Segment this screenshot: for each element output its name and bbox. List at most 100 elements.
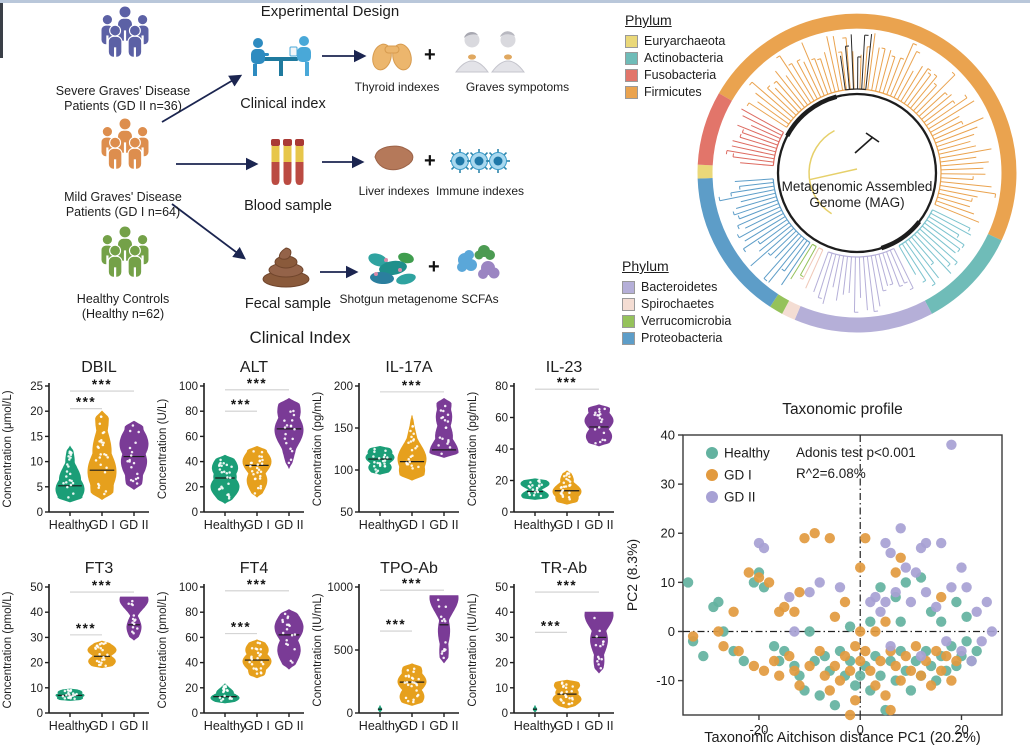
svg-text:Genome (MAG): Genome (MAG) — [809, 195, 904, 210]
svg-text:TPO-Ab: TPO-Ab — [380, 560, 438, 577]
svg-text:GD II: GD II — [119, 518, 148, 532]
svg-text:80: 80 — [495, 381, 508, 393]
svg-text:40: 40 — [185, 457, 198, 469]
color-swatch — [622, 297, 635, 311]
shotgun-metagenome-label: Shotgun metagenome — [339, 292, 458, 306]
svg-text:0: 0 — [192, 708, 198, 720]
svg-text:GD II: GD II — [584, 518, 613, 532]
svg-text:GD I: GD I — [554, 719, 580, 733]
svg-text:0: 0 — [668, 624, 675, 639]
svg-text:0: 0 — [502, 507, 508, 519]
svg-text:10: 10 — [661, 575, 675, 590]
legend-item-label: Firmicutes — [644, 85, 702, 99]
healthy-group-label: Healthy Controls (Healthy n=62) — [48, 292, 198, 322]
svg-text:-10: -10 — [656, 673, 675, 688]
svg-text:GD II: GD II — [584, 719, 613, 733]
healthy-group-label-line1: Healthy Controls — [76, 292, 170, 306]
legend-item-label: Spirochaetes — [641, 297, 714, 311]
color-swatch — [625, 85, 638, 99]
legend-item-label: Fusobacteria — [644, 68, 717, 82]
svg-text:***: *** — [76, 395, 96, 410]
mild-group-label: Mild Graves' Disease Patients (GD I n=64… — [48, 190, 198, 220]
svg-text:GD I: GD I — [399, 518, 425, 532]
screenshot-edge-artifact — [0, 0, 1030, 3]
color-swatch — [625, 51, 638, 65]
svg-text:***: *** — [231, 397, 251, 412]
legend-item-label: Euryarchaeota — [644, 34, 726, 48]
svg-text:0: 0 — [37, 507, 43, 519]
svg-text:FT4: FT4 — [240, 560, 269, 577]
svg-text:***: *** — [247, 577, 267, 592]
svg-text:10: 10 — [495, 683, 508, 695]
healthy-group-label-line2: (Healthy n=62) — [81, 306, 165, 321]
svg-text:Healthy: Healthy — [359, 719, 402, 733]
svg-text:Healthy: Healthy — [514, 518, 557, 532]
violin-plot-FT3: FT3 Concentration (pmol/L) 0 10 20 30 40 50 Heal… — [2, 560, 149, 733]
svg-text:Concentration (pg/mL): Concentration (pg/mL) — [467, 392, 479, 507]
svg-text:30: 30 — [30, 632, 43, 644]
plus-sign: + — [428, 256, 440, 278]
mild-group-label-line2: Patients (GD I n=64) — [65, 204, 181, 219]
svg-text:40: 40 — [185, 658, 198, 670]
severe-group-icon — [100, 6, 150, 58]
svg-text:Healthy: Healthy — [514, 719, 557, 733]
legend-item: Fusobacteria — [625, 68, 725, 82]
svg-text:Taxonomic Aitchison distance P: Taxonomic Aitchison distance PC1 (20.2%) — [704, 730, 980, 746]
violin-plot-IL-23: IL-23 Concentration (pg/mL) 0 20 40 60 80 Healt… — [467, 359, 614, 532]
violin-plot-grid: DBIL Concentration (μmol/L) 0 5 10 15 20 25 Heal… — [0, 350, 620, 752]
svg-text:GD I: GD I — [554, 518, 580, 532]
mild-group-icon — [100, 118, 150, 170]
svg-text:***: *** — [402, 576, 422, 591]
svg-text:30: 30 — [661, 477, 675, 492]
svg-text:Healthy: Healthy — [49, 518, 92, 532]
svg-text:***: *** — [92, 578, 112, 593]
fecal-sample-label: Fecal sample — [244, 296, 332, 312]
svg-text:0: 0 — [347, 708, 353, 720]
svg-text:Concentration (U/L): Concentration (U/L) — [157, 399, 169, 500]
legend-item-label: Verrucomicrobia — [641, 314, 732, 328]
svg-text:Concentration (pg/mL): Concentration (pg/mL) — [312, 392, 324, 507]
feces-icon — [262, 247, 310, 288]
svg-text:Metagenomic Assembled: Metagenomic Assembled — [782, 179, 933, 194]
svg-text:GD I: GD I — [399, 719, 425, 733]
flow-arrows — [161, 49, 367, 279]
svg-text:GD II: GD II — [274, 719, 303, 733]
violin-plot-ALT: ALT Concentration (U/L) 0 20 40 60 80 100 Health… — [157, 359, 304, 532]
svg-text:Adonis test p<0.001: Adonis test p<0.001 — [796, 445, 916, 460]
color-swatch — [622, 331, 635, 345]
svg-text:***: *** — [402, 378, 422, 393]
violin-plot-TR-Ab: TR-Ab Concentration (IU/mL) 0 10 20 30 40 50 Hea… — [467, 560, 614, 733]
svg-text:GD I: GD I — [244, 518, 270, 532]
immune-cells-icon — [450, 149, 510, 173]
legend-item: Verrucomicrobia — [622, 314, 731, 328]
svg-text:***: *** — [92, 377, 112, 392]
legend-item: Actinobacteria — [625, 51, 725, 65]
plus-sign: + — [424, 44, 436, 66]
svg-text:***: *** — [557, 578, 577, 593]
svg-text:10: 10 — [30, 457, 43, 469]
legend-item: Proteobacteria — [622, 331, 731, 345]
svg-text:0: 0 — [502, 708, 508, 720]
svg-text:PC2 (8.3%): PC2 (8.3%) — [624, 539, 640, 611]
scfas-label: SCFAs — [461, 292, 499, 306]
color-swatch — [625, 68, 638, 82]
svg-text:GD II: GD II — [724, 490, 756, 505]
svg-text:25: 25 — [30, 381, 43, 393]
svg-text:GD I: GD I — [89, 518, 115, 532]
plus-sign: + — [424, 150, 436, 172]
svg-text:Concentration (pmol/L): Concentration (pmol/L) — [157, 591, 169, 708]
svg-text:Concentration (IU/mL): Concentration (IU/mL) — [312, 593, 324, 706]
svg-text:GD II: GD II — [274, 518, 303, 532]
svg-text:20: 20 — [185, 683, 198, 695]
svg-text:0: 0 — [857, 722, 864, 737]
screenshot-edge-artifact — [0, 3, 3, 58]
legend-item: Firmicutes — [625, 85, 725, 99]
blood-sample-label: Blood sample — [244, 198, 332, 214]
svg-text:40: 40 — [495, 444, 508, 456]
svg-text:GD I: GD I — [89, 719, 115, 733]
svg-text:500: 500 — [334, 645, 353, 657]
severe-group-label-line2: Patients (GD II n=36) — [64, 98, 182, 113]
svg-text:0: 0 — [37, 708, 43, 720]
